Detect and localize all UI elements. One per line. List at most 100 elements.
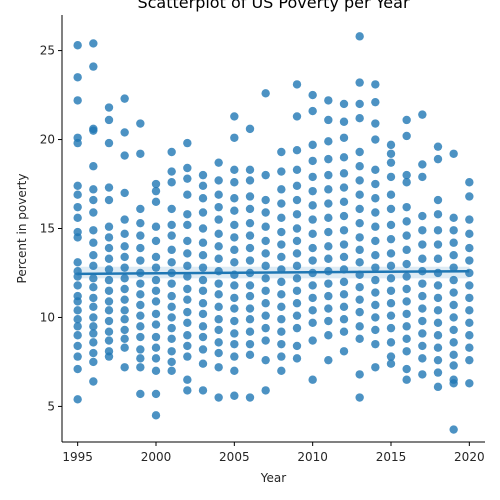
data-point: [73, 331, 82, 340]
data-point: [324, 170, 333, 180]
data-point: [230, 293, 239, 303]
data-point: [433, 318, 443, 327]
data-point: [433, 240, 443, 249]
data-point: [245, 339, 255, 349]
data-point: [89, 62, 98, 71]
data-point: [308, 256, 317, 265]
data-point: [402, 322, 411, 331]
data-point: [214, 190, 223, 199]
data-point: [73, 258, 82, 267]
data-point: [418, 172, 427, 182]
data-point: [465, 331, 474, 340]
data-point: [167, 231, 176, 240]
data-point: [104, 222, 114, 231]
data-point: [120, 295, 129, 304]
data-point: [73, 364, 82, 374]
data-point: [449, 350, 458, 360]
x-tick-label: 2005: [219, 450, 250, 464]
data-point: [136, 300, 145, 310]
data-point: [355, 370, 364, 379]
data-point: [371, 135, 380, 144]
data-point: [167, 167, 176, 176]
data-point: [386, 274, 396, 283]
data-point: [136, 204, 145, 214]
data-point: [449, 325, 458, 335]
data-point: [465, 293, 474, 303]
data-point: [167, 178, 176, 187]
data-point: [183, 331, 192, 340]
data-point: [433, 293, 443, 303]
data-point: [104, 297, 114, 306]
data-point: [449, 226, 458, 235]
data-point: [324, 137, 333, 146]
data-point: [73, 41, 82, 50]
data-point: [465, 178, 474, 187]
data-point: [433, 382, 443, 392]
data-point: [371, 300, 380, 310]
data-point: [89, 377, 98, 386]
data-point: [167, 366, 176, 376]
data-point: [230, 165, 239, 174]
data-point: [433, 142, 443, 151]
data-point: [230, 366, 239, 376]
data-point: [89, 329, 98, 338]
data-point: [151, 197, 161, 207]
data-point: [402, 231, 411, 240]
data-point: [355, 176, 364, 185]
data-point: [386, 359, 396, 368]
data-point: [167, 323, 176, 333]
data-point: [198, 345, 208, 354]
data-point: [261, 323, 270, 333]
data-point: [386, 220, 396, 230]
data-point: [89, 322, 98, 331]
data-point: [73, 138, 82, 148]
data-point: [104, 195, 114, 205]
data-point: [371, 325, 380, 335]
data-point: [230, 316, 239, 326]
data-point: [402, 347, 411, 356]
data-point: [230, 329, 239, 338]
data-point: [214, 290, 223, 299]
data-point: [261, 286, 270, 295]
data-point: [292, 112, 302, 121]
data-point: [418, 240, 427, 249]
data-point: [292, 311, 302, 320]
data-point: [104, 138, 114, 148]
data-point: [73, 213, 82, 223]
data-point: [151, 343, 161, 352]
data-point: [261, 89, 270, 98]
data-point: [465, 229, 474, 239]
data-point: [277, 185, 286, 194]
data-point: [183, 236, 192, 246]
data-point: [433, 154, 443, 164]
data-point: [324, 279, 333, 288]
data-point: [104, 254, 114, 263]
data-point: [89, 39, 98, 48]
data-point: [230, 304, 239, 313]
data-point: [136, 256, 145, 265]
data-point: [339, 315, 349, 324]
data-point: [167, 347, 176, 356]
y-tick-label: 20: [40, 133, 55, 147]
data-point: [402, 217, 411, 226]
data-point: [277, 147, 286, 157]
data-point: [245, 393, 255, 402]
data-point: [355, 190, 364, 199]
data-point: [120, 284, 129, 294]
data-point: [183, 295, 192, 304]
data-point: [104, 352, 114, 361]
data-point: [89, 126, 98, 135]
data-point: [245, 204, 255, 214]
data-point: [183, 190, 192, 199]
data-point: [418, 316, 427, 326]
data-point: [198, 238, 208, 247]
data-point: [261, 208, 270, 217]
data-point: [292, 236, 302, 246]
data-point: [433, 195, 443, 205]
data-point: [292, 354, 302, 363]
data-point: [151, 286, 161, 295]
data-point: [339, 183, 349, 192]
data-point: [402, 131, 411, 141]
data-point: [339, 252, 349, 262]
data-point: [402, 202, 411, 212]
